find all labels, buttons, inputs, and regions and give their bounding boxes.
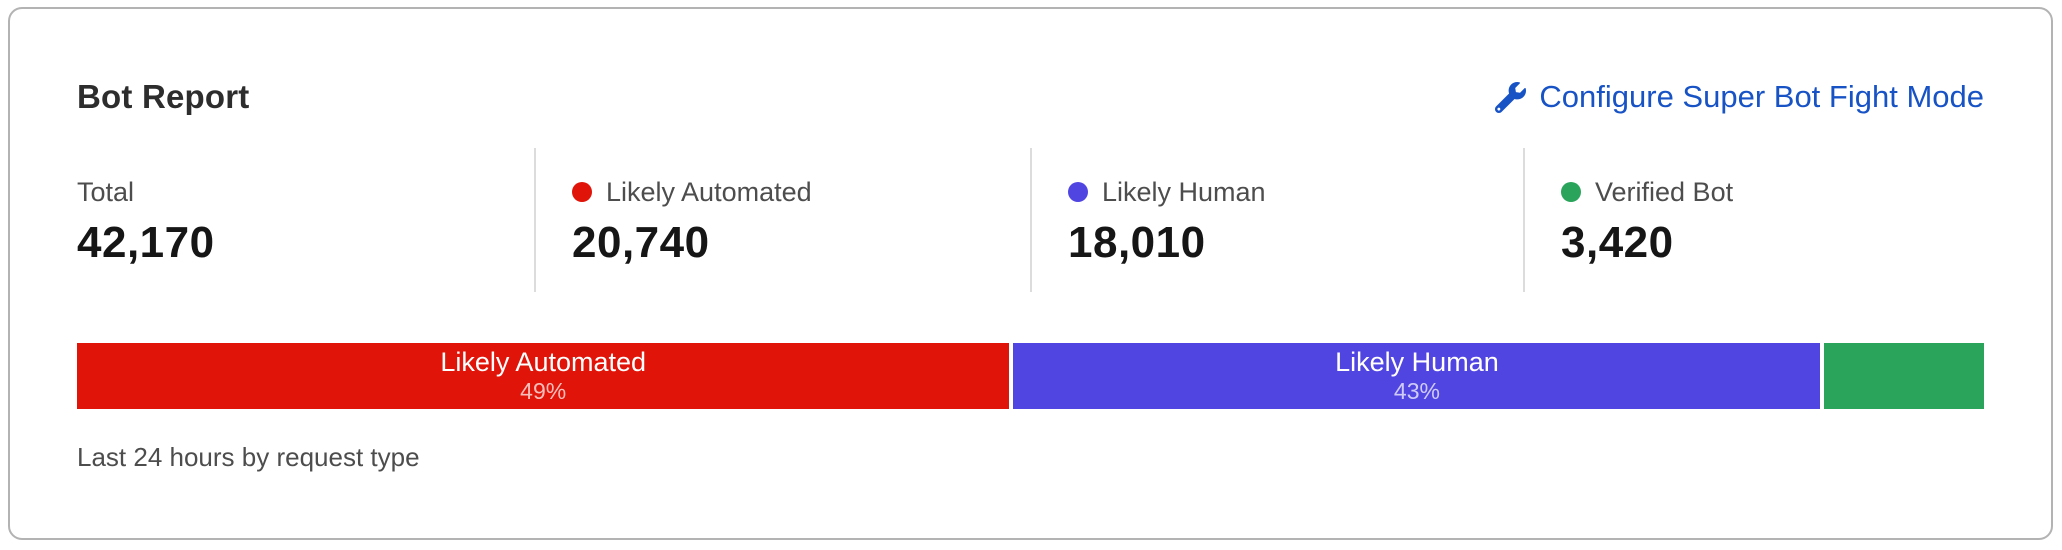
- stat-total-value: 42,170: [77, 218, 215, 267]
- stat-likely-automated-value: 20,740: [572, 218, 710, 267]
- stat-likely-human: Likely Human 18,010: [1030, 148, 1523, 292]
- likely-automated-dot-icon: [572, 182, 592, 202]
- stat-verified-bot: Verified Bot 3,420: [1523, 148, 1984, 292]
- stat-likely-human-value: 18,010: [1068, 218, 1206, 267]
- bar-segment-percent: 49%: [520, 378, 567, 404]
- stat-total: Total 42,170: [77, 148, 534, 292]
- bar-segment-percent: 43%: [1393, 378, 1440, 404]
- configure-link-label: Configure Super Bot Fight Mode: [1539, 79, 1984, 114]
- bar-segment-name: Likely Human: [1335, 347, 1499, 377]
- bar-segment-verified-bot: [1824, 343, 1984, 409]
- card-title: Bot Report: [77, 78, 250, 115]
- bar-segment-name: Likely Automated: [440, 347, 647, 377]
- stat-label-text: Likely Human: [1102, 177, 1266, 207]
- bot-report-card: Bot Report Configure Super Bot Fight Mod…: [8, 7, 2053, 540]
- bar-segment-likely-human: Likely Human 43%: [1013, 343, 1821, 409]
- verified-bot-dot-icon: [1561, 182, 1581, 202]
- bar-segment-likely-automated: Likely Automated 49%: [77, 343, 1010, 409]
- stat-likely-human-label: Likely Human: [1068, 175, 1523, 209]
- stat-label-text: Likely Automated: [606, 177, 812, 207]
- stat-label-text: Verified Bot: [1595, 177, 1734, 207]
- card-footnote: Last 24 hours by request type: [77, 442, 420, 472]
- configure-link[interactable]: Configure Super Bot Fight Mode: [1495, 79, 1984, 115]
- wrench-icon: [1495, 81, 1527, 113]
- stat-verified-bot-label: Verified Bot: [1561, 175, 1984, 209]
- stacked-bar: Likely Automated 49% Likely Human 43%: [77, 343, 1984, 409]
- stat-total-label: Total: [77, 177, 135, 207]
- card-header: Bot Report Configure Super Bot Fight Mod…: [77, 75, 1984, 119]
- stat-likely-automated-label: Likely Automated: [572, 175, 1030, 209]
- likely-human-dot-icon: [1068, 182, 1088, 202]
- stat-likely-automated: Likely Automated 20,740: [534, 148, 1030, 292]
- stats-row: Total 42,170 Likely Automated 20,740 Lik…: [77, 148, 1984, 292]
- stat-verified-bot-value: 3,420: [1561, 218, 1674, 267]
